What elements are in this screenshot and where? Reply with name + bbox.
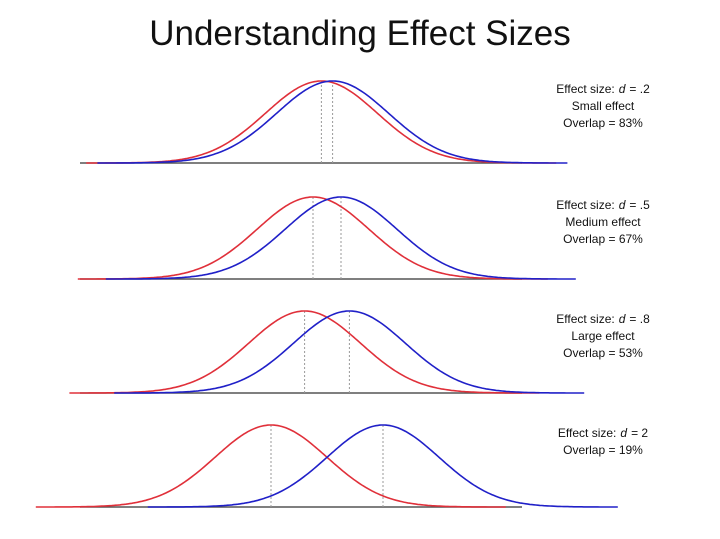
overlap-label: Overlap = 67% bbox=[563, 232, 643, 246]
effect-size-label: Effect size: d = .2 bbox=[556, 82, 650, 96]
overlap-label: Overlap = 83% bbox=[563, 116, 643, 130]
d-symbol: d bbox=[619, 198, 626, 212]
effect-label: Effect size: bbox=[556, 82, 614, 96]
control-curve bbox=[69, 310, 540, 394]
treatment-curve bbox=[97, 80, 568, 164]
treatment-curve bbox=[114, 310, 585, 394]
effect-description: Large effect bbox=[571, 329, 635, 343]
d-label: = .2 bbox=[629, 82, 650, 96]
d-symbol: d bbox=[620, 426, 627, 440]
overlap-label: Overlap = 19% bbox=[563, 443, 643, 457]
d-label: = .8 bbox=[629, 312, 650, 326]
effect-description: Medium effect bbox=[565, 215, 641, 229]
effect-label: Effect size: bbox=[558, 426, 616, 440]
d-symbol: d bbox=[619, 82, 626, 96]
overlap-label: Overlap = 53% bbox=[563, 346, 643, 360]
effect-size-label: Effect size: d = .8 bbox=[556, 312, 650, 326]
effect-label: Effect size: bbox=[556, 198, 614, 212]
control-curve bbox=[77, 196, 548, 280]
control-curve bbox=[35, 424, 506, 508]
d-label: = 2 bbox=[631, 426, 648, 440]
treatment-curve bbox=[105, 196, 576, 280]
chart-title: Understanding Effect Sizes bbox=[149, 14, 571, 53]
effect-description: Small effect bbox=[572, 99, 635, 113]
d-label: = .5 bbox=[629, 198, 650, 212]
effect-size-label: Effect size: d = .5 bbox=[556, 198, 650, 212]
d-symbol: d bbox=[619, 312, 626, 326]
effect-label: Effect size: bbox=[556, 312, 614, 326]
treatment-curve bbox=[147, 424, 618, 508]
effect-size-label: Effect size: d = 2 bbox=[558, 426, 649, 440]
